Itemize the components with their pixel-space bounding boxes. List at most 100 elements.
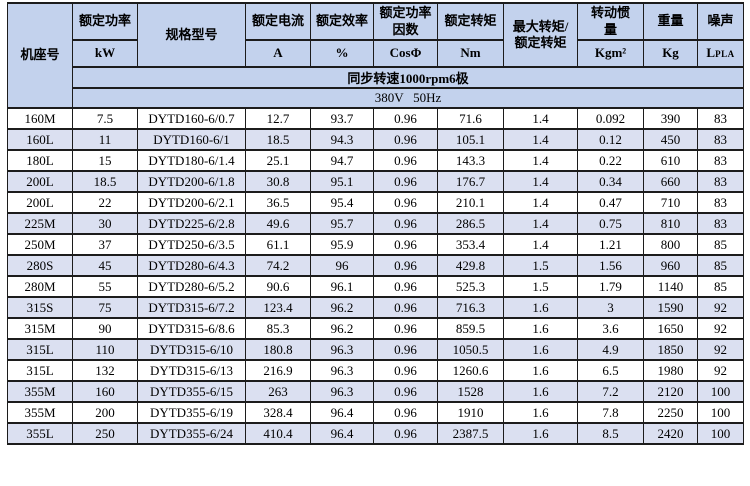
cell-current: 61.1 (245, 233, 311, 256)
cell-power-factor: 0.96 (373, 317, 438, 340)
table-row: 200L 22 DYTD200-6/2.1 36.5 95.4 0.96 210.1 1.4 0… (7, 191, 744, 214)
cell-torque-ratio: 1.5 (503, 275, 578, 298)
cell-torque: 2387.5 (437, 422, 504, 445)
cell-efficiency: 94.7 (310, 149, 374, 172)
cell-noise: 83 (697, 128, 744, 151)
cell-efficiency: 96.3 (310, 338, 374, 361)
cell-torque: 716.3 (437, 296, 504, 319)
cell-torque-ratio: 1.4 (503, 233, 578, 256)
cell-frame: 280M (7, 275, 73, 298)
cell-power: 200 (72, 401, 138, 424)
cell-power: 15 (72, 149, 138, 172)
cell-torque-ratio: 1.6 (503, 422, 578, 445)
cell-weight: 1650 (643, 317, 698, 340)
cell-model: DYTD315-6/13 (137, 359, 246, 382)
cell-model: DYTD355-6/19 (137, 401, 246, 424)
cell-frame: 315M (7, 317, 73, 340)
cell-model: DYTD225-6/2.8 (137, 212, 246, 235)
table-row: 355L 250 DYTD355-6/24 410.4 96.4 0.96 2387.5 1.… (7, 422, 744, 445)
cell-power: 132 (72, 359, 138, 382)
cell-frame: 280S (7, 254, 73, 277)
speed-banner-row: 同步转速1000rpm6极 (8, 66, 744, 89)
cell-inertia: 7.8 (577, 401, 644, 424)
cell-inertia: 0.092 (577, 107, 644, 130)
table-body: 160M 7.5 DYTD160-6/0.7 12.7 93.7 0.96 71.6 1.4 0… (7, 107, 744, 445)
cell-weight: 1980 (643, 359, 698, 382)
cell-current: 180.8 (245, 338, 311, 361)
table-row: 180L 15 DYTD180-6/1.4 25.1 94.7 0.96 143.3 1.4 0… (7, 149, 744, 172)
table-row: 355M 160 DYTD355-6/15 263 96.3 0.96 1528 1.6 7.2… (7, 380, 744, 403)
cell-model: DYTD250-6/3.5 (137, 233, 246, 256)
cell-efficiency: 96.4 (310, 422, 374, 445)
cell-weight: 390 (643, 107, 698, 130)
cell-model: DYTD315-6/10 (137, 338, 246, 361)
cell-inertia: 1.56 (577, 254, 644, 277)
unit-noise-main: L (706, 45, 716, 61)
cell-torque-ratio: 1.5 (503, 254, 578, 277)
cell-inertia: 4.9 (577, 338, 644, 361)
cell-power-factor: 0.96 (373, 422, 438, 445)
table-row: 280S 45 DYTD280-6/4.3 74.2 96 0.96 429.8 1.5 1.5… (7, 254, 744, 277)
cell-power: 7.5 (72, 107, 138, 130)
cell-power: 90 (72, 317, 138, 340)
cell-model: DYTD200-6/2.1 (137, 191, 246, 214)
cell-weight: 2250 (643, 401, 698, 424)
table-row: 315M 90 DYTD315-6/8.6 85.3 96.2 0.96 859.5 1.6 3… (7, 317, 744, 340)
col-header-rated-efficiency: 额定效率 (310, 2, 374, 41)
cell-noise: 100 (697, 380, 744, 403)
cell-model: DYTD200-6/1.8 (137, 170, 246, 193)
cell-torque: 286.5 (437, 212, 504, 235)
unit-weight: Kg (643, 39, 698, 68)
unit-rated-current: A (245, 39, 311, 68)
cell-noise: 92 (697, 338, 744, 361)
cell-inertia: 1.79 (577, 275, 644, 298)
cell-power: 11 (72, 128, 138, 151)
cell-weight: 800 (643, 233, 698, 256)
cell-power-factor: 0.96 (373, 359, 438, 382)
col-header-inertia: 转动惯量 (577, 2, 644, 41)
cell-torque: 1260.6 (437, 359, 504, 382)
cell-power-factor: 0.96 (373, 212, 438, 235)
voltage-banner-row: 380V 50Hz (8, 87, 744, 109)
cell-torque: 1050.5 (437, 338, 504, 361)
table-row: 200L 18.5 DYTD200-6/1.8 30.8 95.1 0.96 176.7 1.… (7, 170, 744, 193)
cell-weight: 960 (643, 254, 698, 277)
cell-torque-ratio: 1.6 (503, 380, 578, 403)
header-title-row: 机座号 额定功率 规格型号 额定电流 额定效率 额定功率因数 额定转矩 最大转矩… (7, 2, 744, 109)
unit-noise: LPLA (697, 39, 744, 68)
torque-ratio-label: 最大转矩/额定转矩 (512, 18, 569, 50)
cell-current: 410.4 (245, 422, 311, 445)
cell-weight: 2420 (643, 422, 698, 445)
table-row: 250M 37 DYTD250-6/3.5 61.1 95.9 0.96 353.4 1.4 1… (7, 233, 744, 256)
cell-power-factor: 0.96 (373, 275, 438, 298)
cell-torque-ratio: 1.6 (503, 359, 578, 382)
voltage-banner: 380V 50Hz (72, 87, 744, 109)
cell-noise: 92 (697, 296, 744, 319)
cell-current: 18.5 (245, 128, 311, 151)
cell-efficiency: 96.1 (310, 275, 374, 298)
cell-power-factor: 0.96 (373, 170, 438, 193)
cell-current: 49.6 (245, 212, 311, 235)
cell-torque-ratio: 1.4 (503, 191, 578, 214)
cell-frame: 160M (7, 107, 73, 130)
cell-noise: 100 (697, 401, 744, 424)
cell-current: 216.9 (245, 359, 311, 382)
cell-torque-ratio: 1.4 (503, 170, 578, 193)
cell-noise: 85 (697, 233, 744, 256)
cell-frame: 315L (7, 359, 73, 382)
col-header-rated-power: 额定功率 (72, 2, 138, 41)
cell-torque-ratio: 1.4 (503, 128, 578, 151)
cell-current: 263 (245, 380, 311, 403)
cell-power-factor: 0.96 (373, 149, 438, 172)
cell-noise: 83 (697, 149, 744, 172)
table-row: 280M 55 DYTD280-6/5.2 90.6 96.1 0.96 525.3 1.5 1… (7, 275, 744, 298)
cell-power-factor: 0.96 (373, 254, 438, 277)
table-row: 315L 110 DYTD315-6/10 180.8 96.3 0.96 1050.5 1.… (7, 338, 744, 361)
unit-power-factor: CosΦ (373, 39, 438, 68)
cell-inertia: 0.22 (577, 149, 644, 172)
cell-torque: 1910 (437, 401, 504, 424)
cell-current: 25.1 (245, 149, 311, 172)
cell-torque: 859.5 (437, 317, 504, 340)
unit-noise-sub: PLA (715, 49, 735, 60)
cell-frame: 315L (7, 338, 73, 361)
